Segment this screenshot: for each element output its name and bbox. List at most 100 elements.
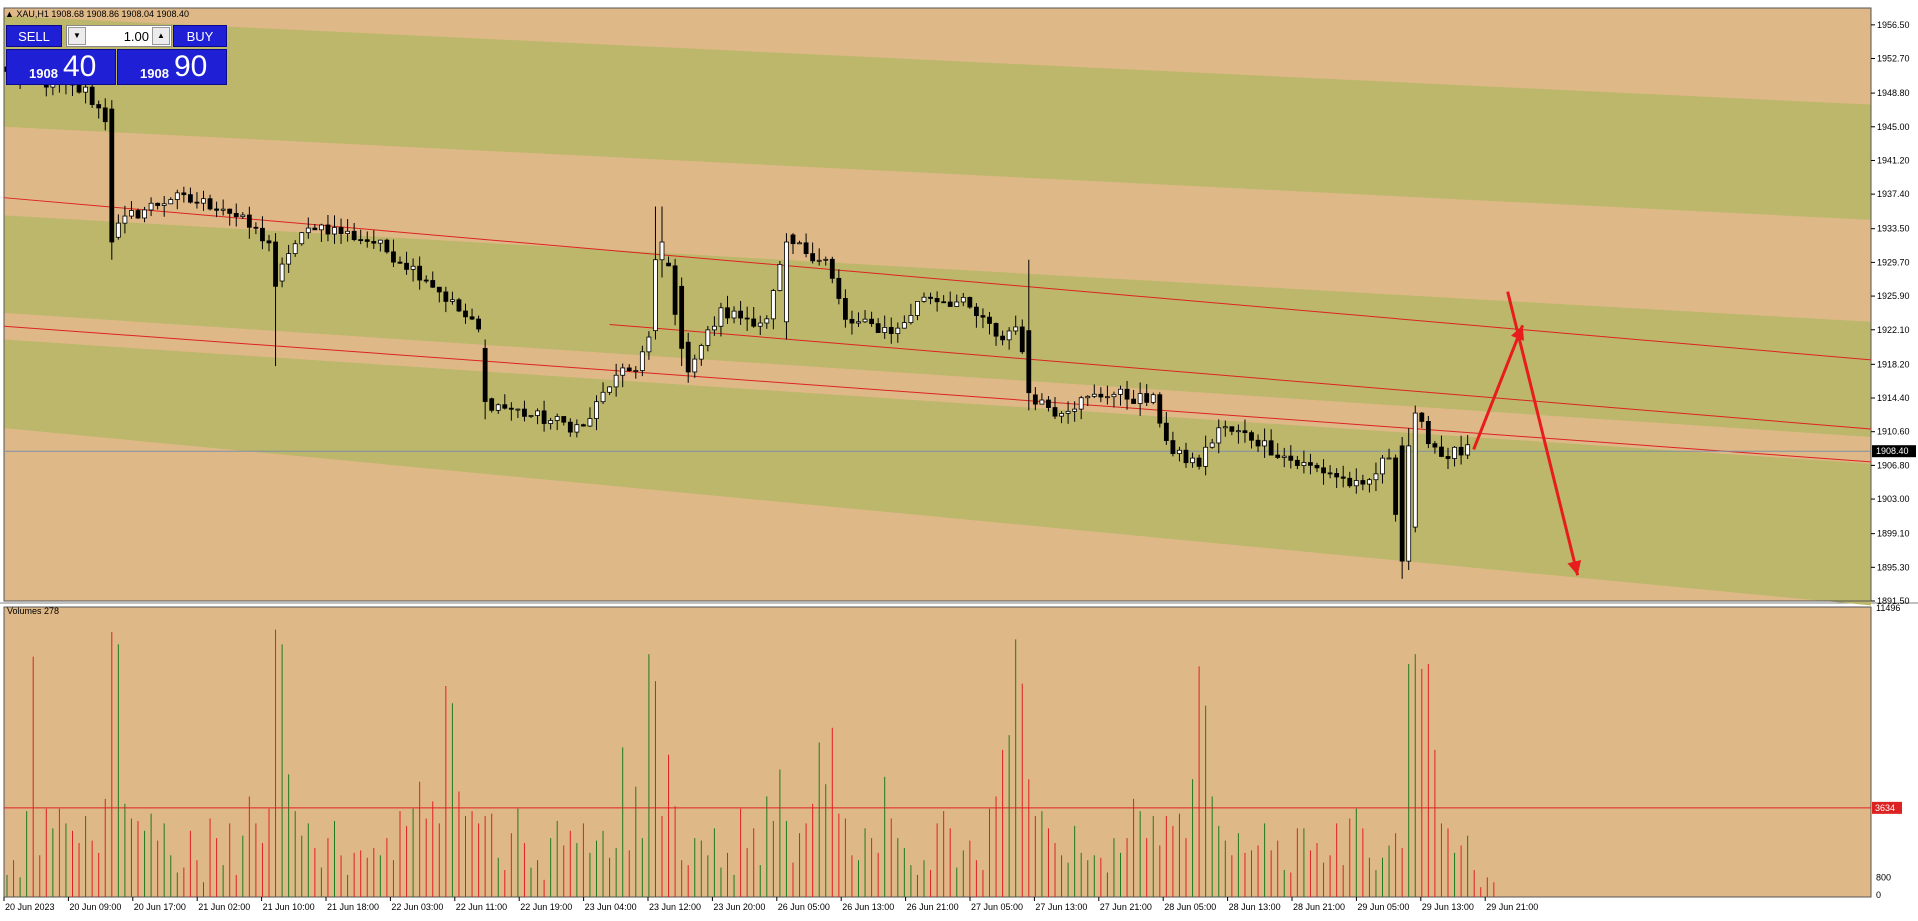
bull-candle bbox=[515, 408, 521, 411]
bear-candle bbox=[1288, 455, 1294, 461]
time-axis-tick: 28 Jun 21:00 bbox=[1293, 902, 1345, 912]
bull-candle bbox=[613, 374, 619, 388]
bear-candle bbox=[364, 239, 370, 242]
bear-candle bbox=[810, 253, 816, 262]
bear-candle bbox=[928, 296, 933, 299]
bid-price-display[interactable]: 1908 40 bbox=[6, 49, 116, 85]
bear-candle bbox=[541, 410, 547, 424]
bull-candle bbox=[1262, 440, 1267, 447]
bear-candle bbox=[967, 296, 973, 308]
ask-price-display[interactable]: 1908 90 bbox=[117, 49, 227, 85]
time-axis-tick: 27 Jun 13:00 bbox=[1035, 902, 1087, 912]
bear-candle bbox=[843, 298, 848, 320]
lot-size-input[interactable] bbox=[89, 28, 149, 44]
bear-candle bbox=[109, 108, 115, 243]
bear-candle bbox=[790, 234, 796, 245]
price-axis-tick: 1937.40 bbox=[1877, 189, 1910, 199]
bull-candle bbox=[921, 296, 927, 302]
channel-band-1 bbox=[4, 15, 1871, 220]
bull-candle bbox=[777, 264, 783, 291]
bull-candle bbox=[1072, 408, 1078, 412]
bear-candle bbox=[1314, 464, 1320, 469]
bear-candle bbox=[1340, 476, 1346, 479]
bear-candle bbox=[934, 298, 940, 303]
bull-candle bbox=[770, 290, 776, 320]
bear-candle bbox=[135, 210, 141, 219]
bull-candle bbox=[784, 241, 789, 323]
bull-candle bbox=[1118, 388, 1123, 395]
bull-candle bbox=[731, 310, 737, 319]
bull-candle bbox=[1367, 479, 1372, 485]
bear-candle bbox=[227, 208, 233, 214]
lot-increase-arrow-icon[interactable]: ▲ bbox=[152, 27, 170, 45]
time-axis-tick: 20 Jun 2023 bbox=[5, 902, 55, 912]
bear-candle bbox=[89, 86, 95, 105]
bull-candle bbox=[574, 424, 580, 433]
bear-candle bbox=[351, 230, 357, 240]
bear-candle bbox=[1026, 330, 1032, 394]
bull-candle bbox=[705, 329, 711, 346]
bull-candle bbox=[594, 401, 599, 419]
bear-candle bbox=[1255, 439, 1261, 447]
time-axis-tick: 26 Jun 13:00 bbox=[842, 902, 894, 912]
bear-candle bbox=[1425, 421, 1431, 445]
time-axis-tick: 29 Jun 13:00 bbox=[1422, 902, 1474, 912]
bull-candle bbox=[620, 367, 626, 376]
down-arrow-annotation-head bbox=[1567, 560, 1582, 576]
price-axis-tick: 1945.00 bbox=[1877, 122, 1910, 132]
bull-candle bbox=[633, 370, 639, 372]
bear-candle bbox=[1275, 454, 1281, 458]
bear-candle bbox=[1432, 443, 1438, 448]
bear-candle bbox=[875, 323, 881, 333]
bull-candle bbox=[528, 415, 534, 417]
bear-candle bbox=[266, 240, 272, 244]
bull-candle bbox=[960, 296, 966, 303]
down-arrow-annotation-shaft bbox=[1506, 291, 1580, 576]
bull-candle bbox=[712, 325, 717, 331]
bull-candle bbox=[161, 203, 167, 206]
down-arrow-annotation bbox=[1506, 291, 1582, 576]
bull-candle bbox=[292, 243, 298, 254]
bear-candle bbox=[1458, 446, 1464, 456]
bull-candle bbox=[279, 263, 285, 282]
price-axis-tick: 1918.20 bbox=[1877, 359, 1910, 369]
bear-candle bbox=[1229, 426, 1235, 432]
bear-candle bbox=[469, 316, 475, 320]
price-axis-tick: 1914.40 bbox=[1877, 393, 1910, 403]
current-price-tag bbox=[1872, 445, 1916, 458]
sell-button[interactable]: SELL bbox=[6, 25, 62, 47]
bear-candle bbox=[1268, 440, 1274, 456]
bear-candle bbox=[273, 241, 278, 287]
lot-size-control: ▼ ▲ bbox=[66, 25, 172, 47]
bear-candle bbox=[391, 251, 396, 263]
bull-candle bbox=[1380, 457, 1385, 475]
bear-candle bbox=[214, 208, 220, 211]
bear-candle bbox=[1294, 459, 1300, 466]
bear-candle bbox=[672, 265, 678, 315]
bull-candle bbox=[653, 259, 658, 332]
symbol-ohlc-readout: ▲ XAU,H1 1908.68 1908.86 1908.04 1908.40 bbox=[5, 9, 189, 19]
bear-candle bbox=[502, 404, 508, 409]
bull-candle bbox=[148, 202, 154, 211]
bear-candle bbox=[1052, 407, 1058, 417]
buy-button[interactable]: BUY bbox=[173, 25, 227, 47]
bear-candle bbox=[443, 291, 449, 302]
bull-candle bbox=[1177, 449, 1182, 454]
bid-price-pips: 40 bbox=[63, 50, 97, 83]
price-axis-tick: 1933.50 bbox=[1877, 224, 1910, 234]
bear-candle bbox=[96, 104, 102, 109]
bull-candle bbox=[548, 420, 554, 424]
bear-candle bbox=[233, 212, 239, 218]
bull-candle bbox=[410, 265, 416, 270]
bull-candle bbox=[607, 386, 612, 393]
bull-candle bbox=[377, 239, 383, 244]
bear-candle bbox=[744, 317, 750, 320]
bull-candle bbox=[882, 327, 888, 333]
bear-candle bbox=[325, 224, 331, 235]
bull-candle bbox=[495, 404, 501, 411]
bear-candle bbox=[987, 316, 992, 324]
bull-candle bbox=[646, 336, 652, 353]
price-axis-tick: 1895.30 bbox=[1877, 562, 1910, 572]
time-axis-tick: 22 Jun 11:00 bbox=[456, 902, 507, 912]
lot-decrease-arrow-icon[interactable]: ▼ bbox=[68, 27, 86, 45]
